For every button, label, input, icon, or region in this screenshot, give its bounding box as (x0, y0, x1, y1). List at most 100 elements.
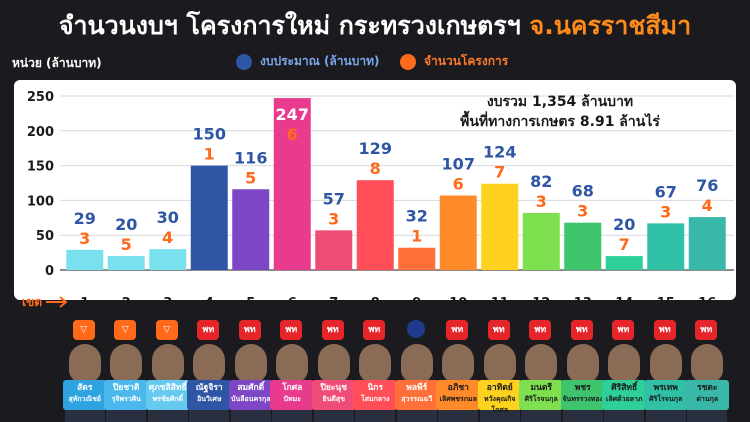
representative: พท นิกร โสมกลาง (353, 320, 398, 422)
party-badge-icon: ▽ (114, 320, 137, 340)
first-name: อาทิตย์ (486, 383, 513, 393)
last-name: บันลือนครกุล (231, 395, 271, 403)
name-plate: ปิยะนุชยินดีสุข (311, 380, 356, 410)
party-badge-icon (406, 320, 425, 338)
budget-label: 67 (655, 182, 677, 201)
representative: พทสมศักดิ์บันลือนครกุล (228, 320, 273, 422)
project-count-label: 5 (121, 235, 132, 254)
last-name: เลิศด้วยลาภ (605, 395, 643, 403)
representative: พท พชร จันทรรวงทอง (560, 320, 605, 422)
x-tick-label: 3 (163, 296, 172, 311)
x-tick-label: 1 (80, 296, 89, 311)
representative: พทโกศล ปัทมะ (270, 320, 315, 422)
portrait-head (400, 344, 433, 382)
representative: พลพีร์ สุวรรณฉวี (394, 320, 439, 422)
last-name: โสมกลาง (360, 395, 390, 403)
budget-label: 124 (483, 143, 516, 162)
first-name: ปิยชาติ (113, 383, 140, 393)
representative: พท ปิยะนุช ยินดีสุข (311, 320, 356, 422)
x-tick-label: 5 (246, 296, 255, 311)
last-name: จันทรรวงทอง (562, 395, 604, 403)
bar (439, 195, 477, 270)
unit-label: หน่วย (ล้านบาท) (12, 56, 102, 70)
bar (107, 256, 145, 270)
name-plate: โกศล ปัทมะ (270, 380, 315, 410)
last-name: ด่านกุล (696, 395, 719, 403)
first-name: รชตะ (697, 383, 718, 393)
budget-label: 116 (234, 148, 267, 167)
legend-budget-label: งบประมาณ (ล้านบาท) (260, 54, 380, 68)
project-count-label: 4 (702, 196, 713, 215)
party-badge-icon: พท (695, 320, 718, 340)
first-name: โกศล (282, 383, 303, 393)
x-tick-label: 8 (371, 296, 380, 311)
portrait-head (691, 344, 724, 382)
project-count-label: 7 (494, 163, 505, 182)
name-plate: พลพีร์ สุวรรณฉวี (394, 380, 439, 410)
x-tick-label: 2 (122, 296, 131, 311)
last-name: สุวรรณฉวี (401, 395, 433, 403)
budget-label: 82 (530, 172, 552, 191)
y-tick-label: 250 (27, 90, 54, 105)
x-tick-label: 15 (657, 296, 675, 311)
first-name: ปิยะนุช (320, 383, 348, 393)
first-name: นิกร (367, 383, 384, 393)
representative: พท มนตรี ศิริโรจนกุล (519, 320, 564, 422)
name-plate: ปิยชาติรุจิพรวศิน (104, 380, 149, 410)
name-plate: อภิชา เลิศพชรกมล (436, 380, 481, 410)
x-tick-label: 11 (491, 296, 509, 311)
y-tick-label: 0 (45, 264, 54, 279)
party-badge-icon: พท (487, 320, 510, 340)
bar (398, 247, 436, 270)
first-name: สัตร (77, 383, 93, 393)
x-tick-label: 14 (615, 296, 633, 311)
budget-label: 129 (359, 139, 392, 158)
x-tick-label: 13 (574, 296, 592, 311)
project-count-label: 1 (411, 227, 422, 246)
last-name: พรชัยศักดิ์ (152, 395, 183, 403)
last-name: เลิศพชรกมล (439, 395, 477, 403)
project-count-label: 4 (162, 228, 173, 247)
portrait-head (68, 344, 101, 382)
representative: พท พรเทพ ศิริโรจนกุล (643, 320, 688, 422)
bar (356, 180, 394, 270)
portrait-head (525, 344, 558, 382)
last-name: รุจิพรวศิน (111, 395, 141, 403)
last-name: ศิริโรจนกุล (524, 395, 558, 403)
legend-count-dot (400, 53, 416, 70)
district-arrow-icon (46, 296, 68, 308)
name-plate: นิกรโสมกลาง (353, 380, 398, 410)
portrait-head (442, 344, 475, 382)
name-plate: สัตร สุทักวณิชย์ (62, 380, 107, 410)
party-badge-icon: พท (446, 320, 469, 340)
project-count-label: 1 (204, 145, 215, 164)
y-tick-label: 100 (27, 194, 54, 209)
last-name: ยินดีสุข (322, 395, 346, 403)
name-plate: สมศักดิ์บันลือนครกุล (228, 380, 273, 410)
bar (522, 212, 560, 270)
project-count-label: 3 (577, 202, 588, 221)
portrait-head (483, 344, 516, 382)
party-badge-icon: พท (612, 320, 635, 340)
bar (688, 217, 726, 270)
first-name: สมศักดิ์ (237, 383, 265, 393)
first-name: พรเทพ (653, 383, 678, 393)
first-name: ศุภชลิสิทธิ์ (148, 383, 187, 393)
last-name: หวังคุณกิจโกศล (484, 395, 516, 414)
project-count-label: 6 (453, 175, 464, 194)
party-badge-icon: พท (280, 320, 303, 340)
first-name: ณัฐจิรา (195, 383, 223, 393)
party-badge-icon: พท (238, 320, 261, 340)
project-count-label: 3 (536, 192, 547, 211)
project-count-label: 5 (245, 168, 256, 187)
title-highlight: จ.นครราชสีมา (529, 11, 692, 40)
representative: พทรชตะด่านกุล (685, 320, 730, 422)
last-name: อินวิเศษ (197, 395, 222, 403)
budget-label: 150 (193, 125, 226, 144)
bar (481, 183, 519, 270)
legend-count: จำนวนโครงการ (400, 52, 508, 71)
project-count-label: 6 (287, 125, 298, 144)
y-tick-label: 50 (36, 229, 54, 244)
x-tick-label: 10 (449, 296, 467, 311)
bar (190, 165, 228, 270)
